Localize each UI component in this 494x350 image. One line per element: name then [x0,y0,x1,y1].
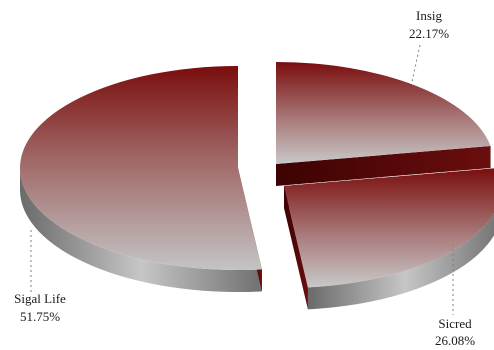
slice-top-insig [276,62,491,164]
slice-label-insig: Insig [416,8,443,23]
slice-label-sicred: Sicred [438,316,472,331]
slice-side-sicred [307,213,494,310]
slice-wall-insig-1 [276,145,491,186]
slice-top-sicred [284,168,494,288]
slice-label-sigal-life: Sigal Life [14,291,66,306]
slice-sigal-life [20,66,262,292]
slice-sicred [284,168,494,310]
slice-percent-insig: 22.17% [409,26,449,41]
slice-percent-sicred: 26.08% [435,333,475,348]
slice-side-sigal-life [20,168,262,292]
slice-insig [276,62,491,186]
leader-line-insig [411,44,421,83]
slice-percent-sigal-life: 51.75% [20,309,60,324]
slice-top-sigal-life [20,66,262,270]
slice-wall-sicred-1 [284,186,308,310]
